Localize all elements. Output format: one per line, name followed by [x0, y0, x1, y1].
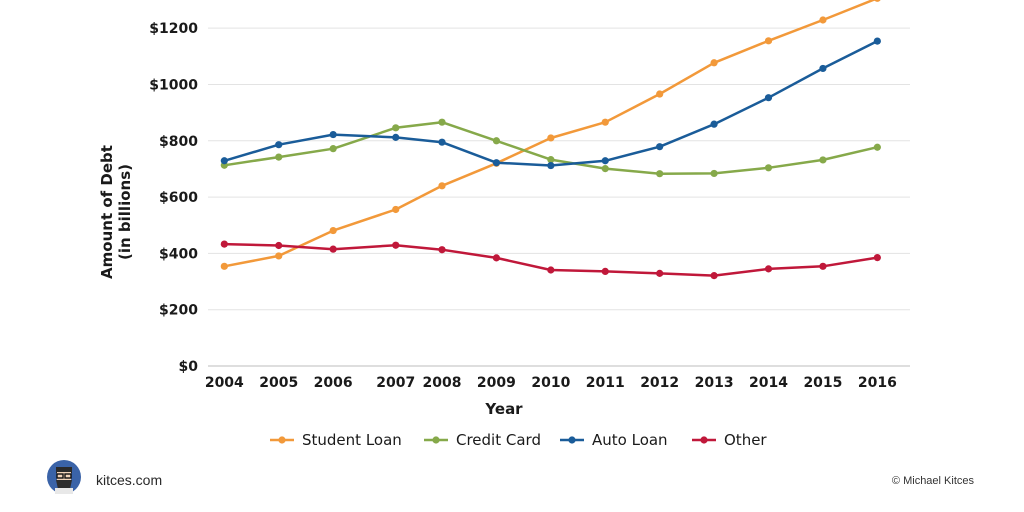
- data-point-credit-card: [819, 156, 827, 164]
- legend: Student Loan Credit Card Auto Loan Other: [270, 431, 767, 449]
- data-point-auto-loan: [220, 157, 228, 165]
- data-point-auto-loan: [547, 161, 555, 170]
- series-student-loan: [220, 0, 881, 270]
- legend-label-other: Other: [724, 431, 767, 449]
- y-tick-label: $1200: [149, 21, 198, 37]
- data-point-auto-loan: [710, 120, 718, 128]
- data-point-auto-loan: [819, 64, 827, 73]
- data-point-student-loan: [764, 37, 773, 45]
- data-point-auto-loan: [329, 130, 337, 139]
- data-point-student-loan: [547, 134, 555, 142]
- data-point-auto-loan: [764, 94, 773, 102]
- data-point-student-loan: [710, 59, 718, 67]
- x-axis-title: Year: [484, 400, 523, 418]
- x-tick-label: 2006: [314, 375, 353, 391]
- data-point-other: [220, 240, 228, 248]
- y-tick-label: $400: [159, 246, 198, 262]
- series-line-student-loan: [224, 0, 877, 268]
- x-tick-label: 2004: [205, 375, 244, 391]
- data-point-other: [329, 245, 337, 253]
- copyright-credit: © Michael Kitces: [891, 475, 974, 487]
- data-point-student-loan: [392, 205, 400, 214]
- data-point-student-loan: [329, 226, 337, 235]
- data-point-credit-card: [764, 164, 773, 172]
- legend-label-auto-loan: Auto Loan: [592, 431, 668, 449]
- x-tick-label: 2011: [586, 375, 625, 391]
- x-tick-label: 2014: [749, 375, 788, 391]
- data-point-other: [392, 241, 400, 249]
- data-point-credit-card: [710, 169, 718, 178]
- gridlines: [208, 27, 910, 367]
- y-tick-label: $1000: [149, 77, 198, 93]
- data-point-other: [819, 262, 827, 270]
- data-point-auto-loan: [438, 138, 446, 146]
- data-point-credit-card: [329, 145, 337, 153]
- data-point-credit-card: [275, 153, 283, 161]
- data-point-student-loan: [438, 182, 446, 190]
- data-point-credit-card: [492, 137, 501, 145]
- y-axis-title-line1: Amount of Debt: [98, 145, 116, 279]
- legend-marker-credit-card: [432, 436, 440, 444]
- data-point-credit-card: [601, 165, 609, 173]
- y-tick-label: $0: [179, 359, 199, 375]
- x-tick-label: 2007: [376, 375, 415, 391]
- x-tick-label: 2015: [803, 375, 842, 391]
- data-point-student-loan: [601, 118, 609, 126]
- data-point-other: [275, 241, 283, 250]
- x-tick-labels: 2004 2005 2006 2007 2008 2009 2010 2011 2012 2013…: [205, 375, 897, 391]
- legend-marker-student-loan: [278, 436, 286, 444]
- data-point-auto-loan: [601, 157, 609, 165]
- y-axis-title-line2: (in billions): [116, 164, 134, 260]
- data-point-auto-loan: [392, 133, 400, 141]
- series-lines: [220, 0, 881, 280]
- data-point-credit-card: [547, 156, 555, 164]
- data-point-other: [601, 267, 609, 276]
- data-point-other: [873, 254, 881, 262]
- series-other: [220, 240, 881, 280]
- data-point-other: [492, 254, 501, 262]
- x-tick-label: 2010: [531, 375, 570, 391]
- data-point-other: [710, 272, 718, 280]
- x-tick-label: 2013: [695, 375, 734, 391]
- data-point-auto-loan: [492, 159, 501, 167]
- x-tick-label: 2008: [423, 375, 462, 391]
- data-point-auto-loan: [275, 141, 283, 149]
- x-tick-label: 2016: [858, 375, 897, 391]
- y-tick-label: $600: [159, 190, 198, 206]
- data-point-auto-loan: [873, 37, 881, 45]
- y-tick-label: $200: [159, 303, 198, 319]
- data-point-credit-card: [438, 118, 446, 126]
- y-tick-labels: $0 $200 $400 $600 $800 $1000 $1200: [149, 21, 198, 375]
- data-point-credit-card: [656, 170, 664, 178]
- data-point-credit-card: [873, 143, 881, 151]
- series-auto-loan: [220, 37, 881, 170]
- data-point-auto-loan: [656, 143, 664, 151]
- series-credit-card: [220, 118, 881, 178]
- bearded-man-avatar-icon: [47, 460, 81, 494]
- series-line-auto-loan: [223, 39, 878, 167]
- legend-label-student-loan: Student Loan: [302, 431, 402, 449]
- data-point-student-loan: [874, 0, 881, 2]
- x-tick-label: 2005: [259, 375, 298, 391]
- data-point-student-loan: [656, 90, 664, 98]
- data-point-credit-card: [392, 124, 400, 132]
- data-point-student-loan: [220, 262, 228, 270]
- data-point-student-loan: [275, 252, 283, 260]
- legend-marker-auto-loan: [568, 436, 576, 444]
- x-tick-label: 2012: [640, 375, 679, 391]
- data-point-other: [438, 246, 446, 254]
- data-point-student-loan: [819, 16, 827, 24]
- x-tick-label: 2009: [477, 375, 516, 391]
- data-point-other: [764, 265, 773, 273]
- data-point-other: [656, 269, 664, 277]
- site-name: kitces.com: [96, 472, 163, 488]
- legend-label-credit-card: Credit Card: [456, 431, 541, 449]
- data-point-other: [547, 266, 555, 274]
- legend-marker-other: [700, 436, 708, 444]
- y-tick-label: $800: [159, 134, 198, 150]
